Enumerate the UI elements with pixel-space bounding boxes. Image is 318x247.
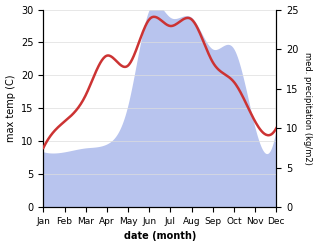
Y-axis label: max temp (C): max temp (C) — [5, 75, 16, 142]
Y-axis label: med. precipitation (kg/m2): med. precipitation (kg/m2) — [303, 52, 313, 165]
X-axis label: date (month): date (month) — [124, 231, 196, 242]
